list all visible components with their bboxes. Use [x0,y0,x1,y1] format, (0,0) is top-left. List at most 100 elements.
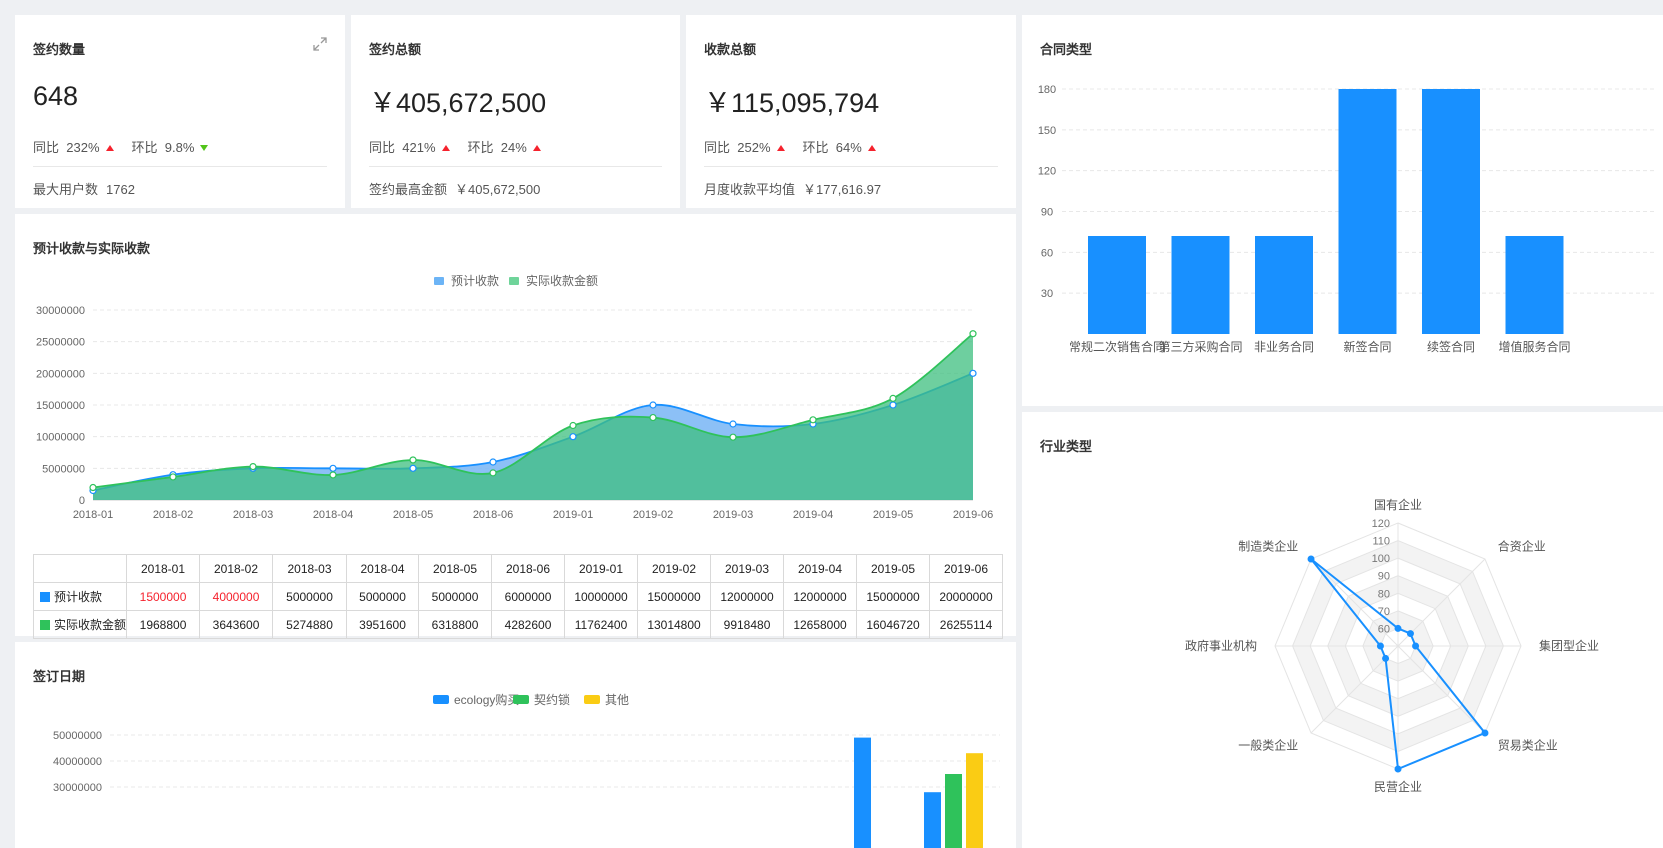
radar-point[interactable] [1394,624,1402,632]
contract-type-card: 合同类型 30 60 90 120 150 180 常规二次销售合同 第三方采购合同 非业务合同… [1022,15,1663,406]
radar-point[interactable] [1412,642,1420,650]
table-header-cell: 2018-01 [126,554,201,583]
yoy-label: 同比 [704,140,731,155]
sign-date-chart: 30000000 40000000 50000000 ecology购买 契约锁 其他 [53,692,1000,848]
data-point[interactable] [489,458,497,466]
data-point[interactable] [649,413,657,422]
data-point[interactable] [489,469,497,477]
kpi-title: 签约数量 [33,42,86,57]
radar-indicator-label: 贸易类企业 [1498,738,1558,753]
bar[interactable] [1422,89,1480,334]
table-header-cell: 2019-04 [783,554,858,583]
radar-point[interactable] [1481,729,1489,737]
data-point[interactable] [569,421,577,430]
divider [33,166,327,167]
table-header-cell: 2019-03 [710,554,785,583]
radar-point[interactable] [1406,630,1414,638]
data-point[interactable] [249,462,257,471]
radar-point[interactable] [1382,654,1390,662]
legend-swatch [40,620,50,630]
radar-point[interactable] [1376,642,1384,650]
data-point[interactable] [729,433,737,441]
table-header-cell: 2018-06 [491,554,566,583]
table-cell: 9918480 [710,610,785,639]
kpi-value: ￥115,095,794 [704,88,880,118]
bar[interactable] [1505,236,1564,334]
data-point[interactable] [889,401,897,409]
y-tick-label: 50000000 [53,730,102,742]
data-point[interactable] [409,456,417,464]
radar-tick-label: 110 [1372,536,1390,548]
expand-icon[interactable] [313,37,327,51]
foot-label: 最大用户数 [33,182,99,197]
card-title: 合同类型 [1040,42,1093,57]
kpi-title: 收款总额 [704,42,757,57]
kpi-compare: 同比 421% 环比 24% [369,137,559,156]
bar[interactable] [1255,236,1313,334]
foot-value: ￥177,616.97 [803,182,882,197]
bar[interactable] [1338,89,1397,334]
table-cell: 5000000 [272,582,348,611]
radar-indicator-label: 集团型企业 [1539,638,1599,653]
legend-label[interactable]: 预计收款 [451,274,499,288]
data-point[interactable] [969,330,977,338]
data-point[interactable] [649,401,657,409]
data-point[interactable] [329,471,337,479]
bar[interactable] [966,753,983,848]
radar-point[interactable] [1394,765,1402,773]
y-tick-label: 20000000 [36,368,85,380]
x-tick-label: 2018-03 [233,509,273,521]
table-header-row: 2018-01 2018-02 2018-03 2018-04 2018-05 2018-… [32,554,1004,583]
table-cell: 15000000 [856,582,931,611]
bar[interactable] [1171,236,1230,334]
data-point[interactable] [729,420,737,428]
y-tick-label: 15000000 [36,400,85,412]
legend-label[interactable]: 其他 [605,693,629,707]
x-tick-label: 2018-06 [473,509,513,521]
legend-label[interactable]: 实际收款金额 [526,273,598,288]
data-point[interactable] [809,416,817,424]
data-point[interactable] [169,473,177,481]
yoy-label: 同比 [33,140,60,155]
bar[interactable] [945,774,962,848]
data-point[interactable] [409,464,417,472]
kpi-foot: 月度收款平均值 ￥177,616.97 [704,179,881,198]
table-cell: 1500000 [126,582,201,611]
legend-label[interactable]: 契约锁 [534,692,570,707]
x-tick-label: 2018-01 [73,509,113,521]
table-header-cell: 2019-06 [929,554,1004,583]
y-tick-label: 10000000 [36,432,85,444]
bar[interactable] [854,737,871,848]
table-cell: 1968800 [126,610,201,639]
up-arrow-icon [867,145,876,152]
x-tick-label: 2018-04 [313,509,353,521]
bar[interactable] [924,792,941,848]
y-tick-label: 150 [1038,125,1056,137]
data-point[interactable] [329,464,337,472]
legend-label[interactable]: ecology购买 [454,692,519,707]
radar-tick-label: 90 [1378,571,1390,583]
foot-value: ￥405,672,500 [455,182,541,197]
y-tick-label: 25000000 [36,337,85,349]
mom-label: 环比 [467,140,494,155]
legend-swatch [513,695,529,704]
legend-swatch [434,277,444,285]
y-tick-label: 5000000 [42,463,85,475]
sign-date-card: 签订日期 30000000 40000000 50000000 ecology购买 契约… [15,642,1016,848]
yoy-label: 同比 [369,140,396,155]
table-cell: 16046720 [856,610,931,639]
y-tick-label: 30000000 [53,782,102,794]
radar-point[interactable] [1307,555,1315,563]
data-point[interactable] [969,369,977,377]
table-row: 实际收款金额 1968800 3643600 5274880 3951600 631880… [32,610,1004,639]
radar-indicator-label: 制造类企业 [1238,538,1298,553]
data-point[interactable] [889,394,897,402]
data-point[interactable] [569,433,577,441]
data-point[interactable] [89,483,97,492]
card-title: 签订日期 [33,669,86,684]
x-tick-label: 非业务合同 [1254,339,1314,354]
table-header-cell: 2019-05 [856,554,931,583]
bar[interactable] [1088,236,1146,334]
up-arrow-icon [532,145,541,152]
radar-tick-label: 60 [1378,623,1390,635]
